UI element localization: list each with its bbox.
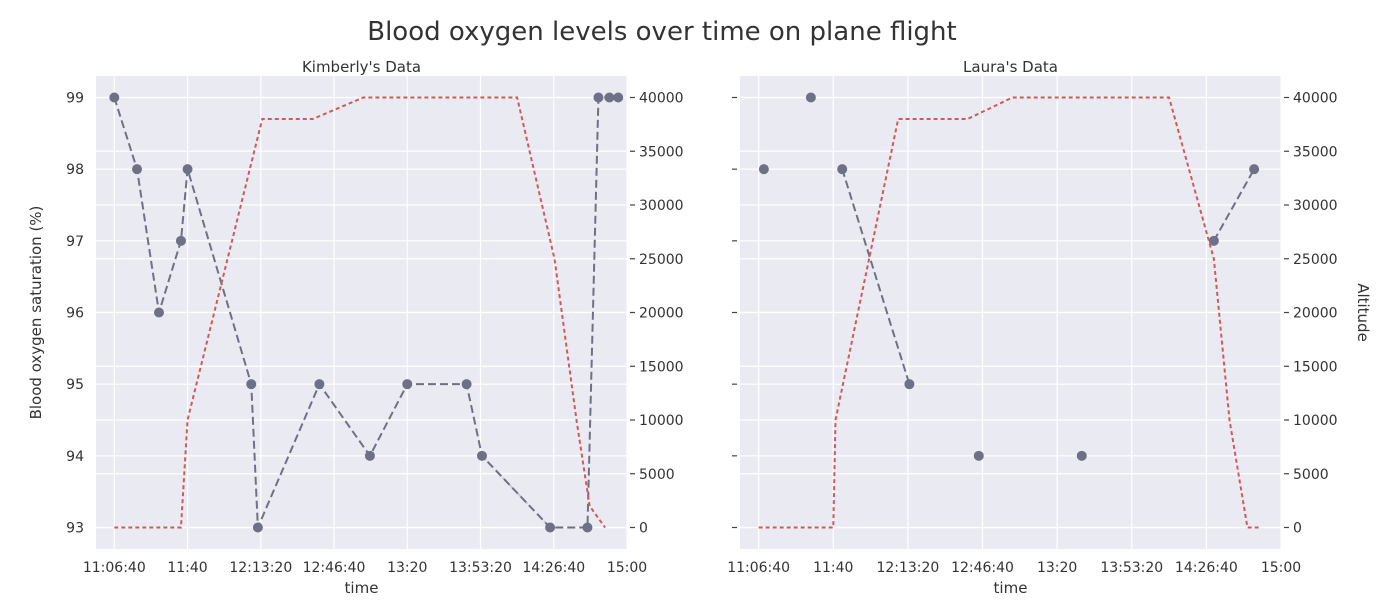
x-tick-label: 14:26:40 bbox=[1175, 560, 1238, 576]
y-tick-label-left: 98 bbox=[66, 162, 84, 178]
y-tick-label-left: 96 bbox=[66, 306, 84, 322]
spo2-point bbox=[132, 164, 143, 175]
spo2-point bbox=[153, 307, 164, 318]
x-tick-label: 13:20 bbox=[387, 560, 427, 576]
panel-title: Kimberly's Data bbox=[302, 58, 421, 76]
x-tick-label: 15:00 bbox=[607, 560, 647, 576]
y-tick-label-right: 25000 bbox=[1293, 252, 1338, 268]
spo2-line bbox=[113, 96, 610, 529]
y-tick-label-right: 15000 bbox=[1293, 359, 1338, 375]
y-tick-label-right: 30000 bbox=[1293, 198, 1338, 214]
spo2-line bbox=[841, 168, 911, 385]
y-tick-label-right: 20000 bbox=[639, 306, 684, 322]
chart-title: Blood oxygen levels over time on plane f… bbox=[367, 17, 956, 47]
spo2-point bbox=[402, 379, 413, 390]
x-tick-label: 11:06:40 bbox=[727, 560, 790, 576]
y-tick-label-right: 40000 bbox=[1293, 91, 1338, 107]
panel-title: Laura's Data bbox=[963, 58, 1058, 76]
y-tick-label-left: 94 bbox=[66, 449, 84, 465]
spo2-point bbox=[476, 450, 487, 461]
x-tick-label: 11:06:40 bbox=[83, 560, 146, 576]
x-tick-label: 13:53:20 bbox=[1100, 560, 1163, 576]
y-tick-label-right: 25000 bbox=[639, 252, 684, 268]
y-tick-label-right: 0 bbox=[1293, 521, 1302, 537]
x-tick-label: 12:13:20 bbox=[229, 560, 292, 576]
spo2-point bbox=[109, 92, 120, 103]
spo2-point bbox=[182, 164, 193, 175]
spo2-point bbox=[837, 164, 848, 175]
y-tick-label-right: 5000 bbox=[1293, 467, 1329, 483]
y-tick-label-right: 5000 bbox=[639, 467, 675, 483]
spo2-point bbox=[904, 379, 915, 390]
x-tick-label: 12:46:40 bbox=[951, 560, 1014, 576]
spo2-point bbox=[582, 522, 593, 533]
spo2-point bbox=[1076, 450, 1087, 461]
y-tick-label-left: 99 bbox=[66, 91, 84, 107]
spo2-line bbox=[1212, 168, 1256, 242]
spo2-point bbox=[593, 92, 604, 103]
y-tick-label-left: 95 bbox=[66, 377, 84, 393]
spo2-point bbox=[758, 164, 769, 175]
x-tick-label: 11:40 bbox=[167, 560, 207, 576]
spo2-point bbox=[175, 235, 186, 246]
y-tick-label-right: 15000 bbox=[639, 359, 684, 375]
y-tick-label-right: 10000 bbox=[1293, 413, 1338, 429]
y-tick-label-right: 0 bbox=[639, 521, 648, 537]
y-tick-label-left: 93 bbox=[66, 521, 84, 537]
spo2-point bbox=[252, 522, 263, 533]
spo2-point bbox=[805, 92, 816, 103]
spo2-point bbox=[604, 92, 615, 103]
y-tick-label-right: 35000 bbox=[1293, 144, 1338, 160]
spo2-point bbox=[461, 379, 472, 390]
spo2-point bbox=[545, 522, 556, 533]
x-tick-label: 13:53:20 bbox=[449, 560, 512, 576]
y-tick-label-left: 97 bbox=[66, 234, 84, 250]
x-tick-label: 12:46:40 bbox=[303, 560, 366, 576]
spo2-point bbox=[314, 379, 325, 390]
x-tick-label: 11:40 bbox=[813, 560, 853, 576]
spo2-point bbox=[1249, 164, 1260, 175]
altitude-line bbox=[758, 96, 1259, 529]
spo2-point bbox=[1208, 235, 1219, 246]
spo2-point bbox=[973, 450, 984, 461]
y-tick-label-right: 20000 bbox=[1293, 306, 1338, 322]
altitude-line bbox=[114, 96, 606, 529]
y-tick-label-right: 35000 bbox=[639, 144, 684, 160]
x-tick-label: 15:00 bbox=[1261, 560, 1301, 576]
x-tick-label: 12:13:20 bbox=[876, 560, 939, 576]
x-axis-label: time bbox=[345, 579, 379, 597]
spo2-point bbox=[364, 450, 375, 461]
y-axis-label-left: Blood oxygen saturation (%) bbox=[27, 206, 45, 420]
y-tick-label-right: 40000 bbox=[639, 91, 684, 107]
spo2-point bbox=[613, 92, 624, 103]
y-tick-label-right: 30000 bbox=[639, 198, 684, 214]
spo2-point bbox=[246, 379, 257, 390]
x-axis-label: time bbox=[994, 579, 1028, 597]
y-axis-label-right: Altitude bbox=[1354, 283, 1372, 342]
y-tick-label-right: 10000 bbox=[639, 413, 684, 429]
x-tick-label: 13:20 bbox=[1037, 560, 1077, 576]
x-tick-label: 14:26:40 bbox=[522, 560, 585, 576]
